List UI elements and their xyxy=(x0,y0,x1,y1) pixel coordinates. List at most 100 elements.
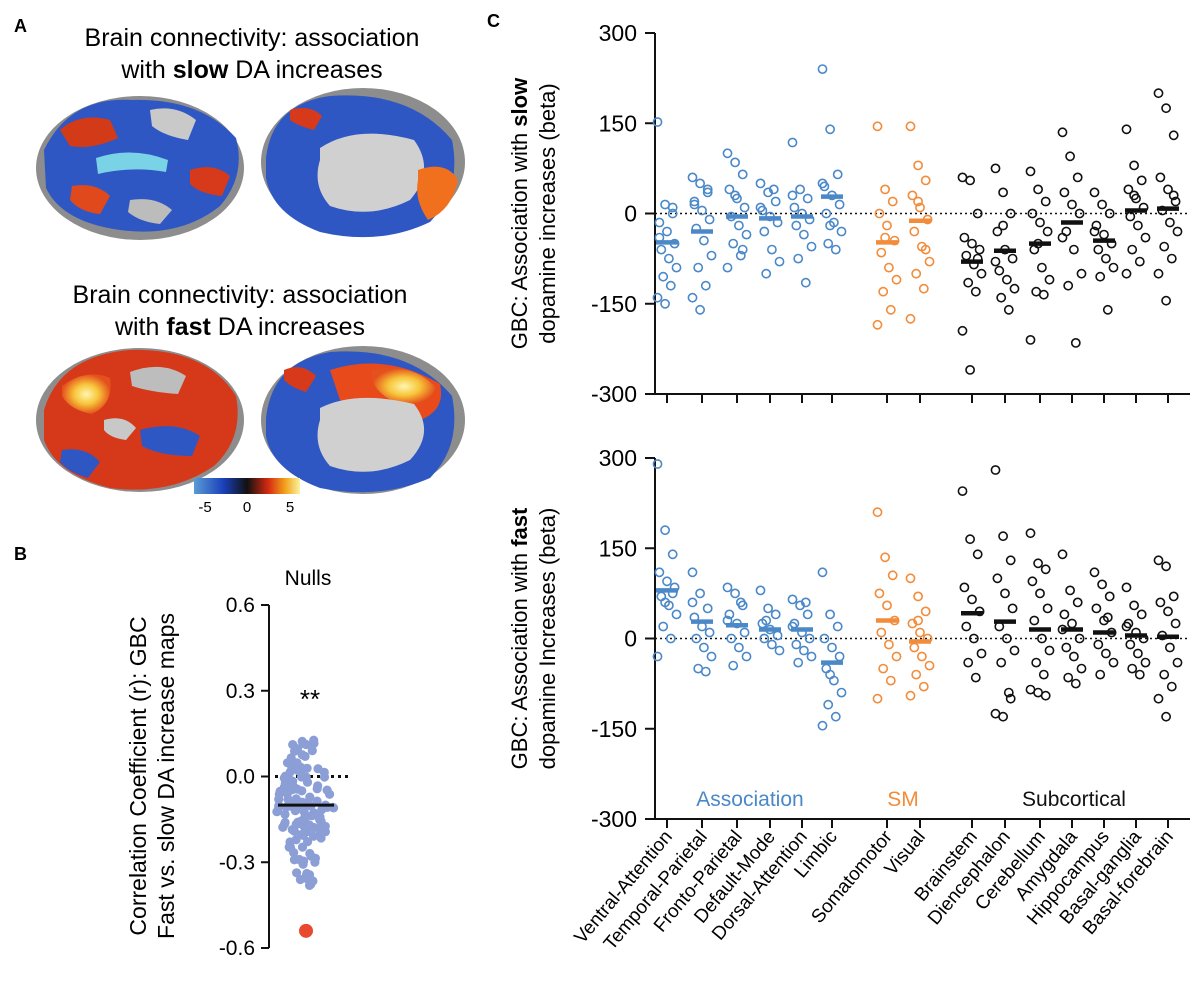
slow-point xyxy=(907,190,918,201)
fast-point xyxy=(671,609,682,620)
slow-point xyxy=(1159,241,1170,252)
fast-point xyxy=(1044,645,1055,656)
slow-point xyxy=(1025,166,1036,177)
fast-point xyxy=(917,651,927,662)
slow-point xyxy=(768,184,779,195)
slow-point xyxy=(823,238,834,249)
null-point xyxy=(316,833,326,843)
fast-point xyxy=(992,573,1003,584)
fast-point xyxy=(761,615,772,626)
slow-point xyxy=(972,208,983,219)
fast-point xyxy=(872,693,883,704)
slow-point xyxy=(965,175,975,186)
fast-point xyxy=(767,639,777,650)
fast-point xyxy=(998,711,1008,722)
fast-point xyxy=(1074,633,1085,644)
slow-point xyxy=(652,117,663,127)
fast-point xyxy=(827,642,837,653)
fast-point xyxy=(1166,681,1177,692)
fast-point xyxy=(1097,579,1107,590)
null-point xyxy=(290,806,300,816)
slow-point xyxy=(882,220,892,231)
fast-point xyxy=(876,627,887,638)
slow-point xyxy=(658,271,669,282)
fast-point xyxy=(878,663,889,674)
slow-y-tick-label: 300 xyxy=(599,20,637,46)
null-point xyxy=(300,812,310,823)
fast-point xyxy=(1005,693,1016,704)
fast-point xyxy=(1040,564,1051,575)
fast-point xyxy=(825,609,835,620)
null-point xyxy=(322,785,332,795)
slow-point xyxy=(728,238,739,249)
null-point xyxy=(297,786,307,796)
fast-point xyxy=(1040,690,1051,701)
slow-beta-chart: 300 150 0 -150 -300 GBC: Association with slo… xyxy=(507,20,1190,407)
slow-point xyxy=(1074,208,1085,219)
slow-y-tick-label: 150 xyxy=(599,110,637,136)
slow-point xyxy=(963,277,974,288)
fast-point xyxy=(907,618,918,629)
slow-point xyxy=(799,229,809,240)
slow-brain-medial xyxy=(261,88,465,238)
colorbar xyxy=(194,478,300,494)
fast-point xyxy=(913,591,923,602)
slow-point xyxy=(1099,229,1109,240)
nulls-y-tick-label: -0.3 xyxy=(219,851,255,874)
fast-point xyxy=(1133,648,1143,659)
colorbar-tick-min: -5 xyxy=(198,499,211,516)
slow-point xyxy=(795,184,805,195)
nulls-y-axis-label-line2: Fast vs. slow DA increase maps xyxy=(153,613,179,939)
group-label-association: Association xyxy=(696,788,803,811)
null-point xyxy=(281,775,292,785)
colorbar-tick-mid: 0 xyxy=(243,499,251,516)
fast-point xyxy=(1101,648,1111,659)
slow-point xyxy=(722,262,733,273)
fast-point xyxy=(691,633,702,644)
fast-point xyxy=(911,669,922,680)
slow-point xyxy=(920,175,931,186)
slow-point xyxy=(793,253,804,264)
slow-point xyxy=(1025,334,1036,345)
slow-map-title-line2: with slow DA increases xyxy=(120,56,382,84)
fast-point xyxy=(735,597,746,608)
fast-y-axis-label-line2: dopamine Increases (beta) xyxy=(535,508,560,770)
slow-point xyxy=(1133,220,1143,231)
fast-point xyxy=(821,663,832,674)
fast-point xyxy=(652,459,663,469)
slow-y-axis-label-line1: GBC: Association with slow xyxy=(507,77,532,349)
slow-point xyxy=(905,313,916,324)
slow-point xyxy=(761,268,772,279)
fast-point xyxy=(1102,612,1113,623)
slow-point xyxy=(802,193,813,204)
slow-point xyxy=(656,244,667,255)
slow-point xyxy=(1091,220,1102,231)
fast-point xyxy=(1063,672,1074,683)
slow-point xyxy=(959,232,970,243)
fast-point xyxy=(1093,639,1104,650)
fast-point xyxy=(763,603,773,614)
slow-point xyxy=(872,121,883,132)
fast-point xyxy=(791,639,802,650)
fast-point xyxy=(924,660,935,671)
slow-point xyxy=(1009,283,1020,294)
slow-point xyxy=(1029,244,1040,255)
slow-point xyxy=(774,256,785,267)
slow-point xyxy=(695,178,705,189)
slow-point xyxy=(909,226,920,237)
null-point xyxy=(291,835,301,845)
slow-point xyxy=(880,184,890,195)
fast-point xyxy=(905,573,916,584)
slow-point xyxy=(730,190,740,201)
null-point xyxy=(309,831,319,841)
fast-point xyxy=(1069,651,1079,662)
slow-point xyxy=(990,256,1001,267)
slow-point xyxy=(1136,175,1147,186)
fast-map-title-line2: with fast DA increases xyxy=(114,313,365,341)
slow-point xyxy=(1057,232,1068,243)
fast-point xyxy=(998,531,1008,542)
fast-point xyxy=(652,651,663,662)
panel-c-label: C xyxy=(487,11,500,31)
fast-point xyxy=(730,588,740,599)
fast-point xyxy=(1065,585,1075,596)
